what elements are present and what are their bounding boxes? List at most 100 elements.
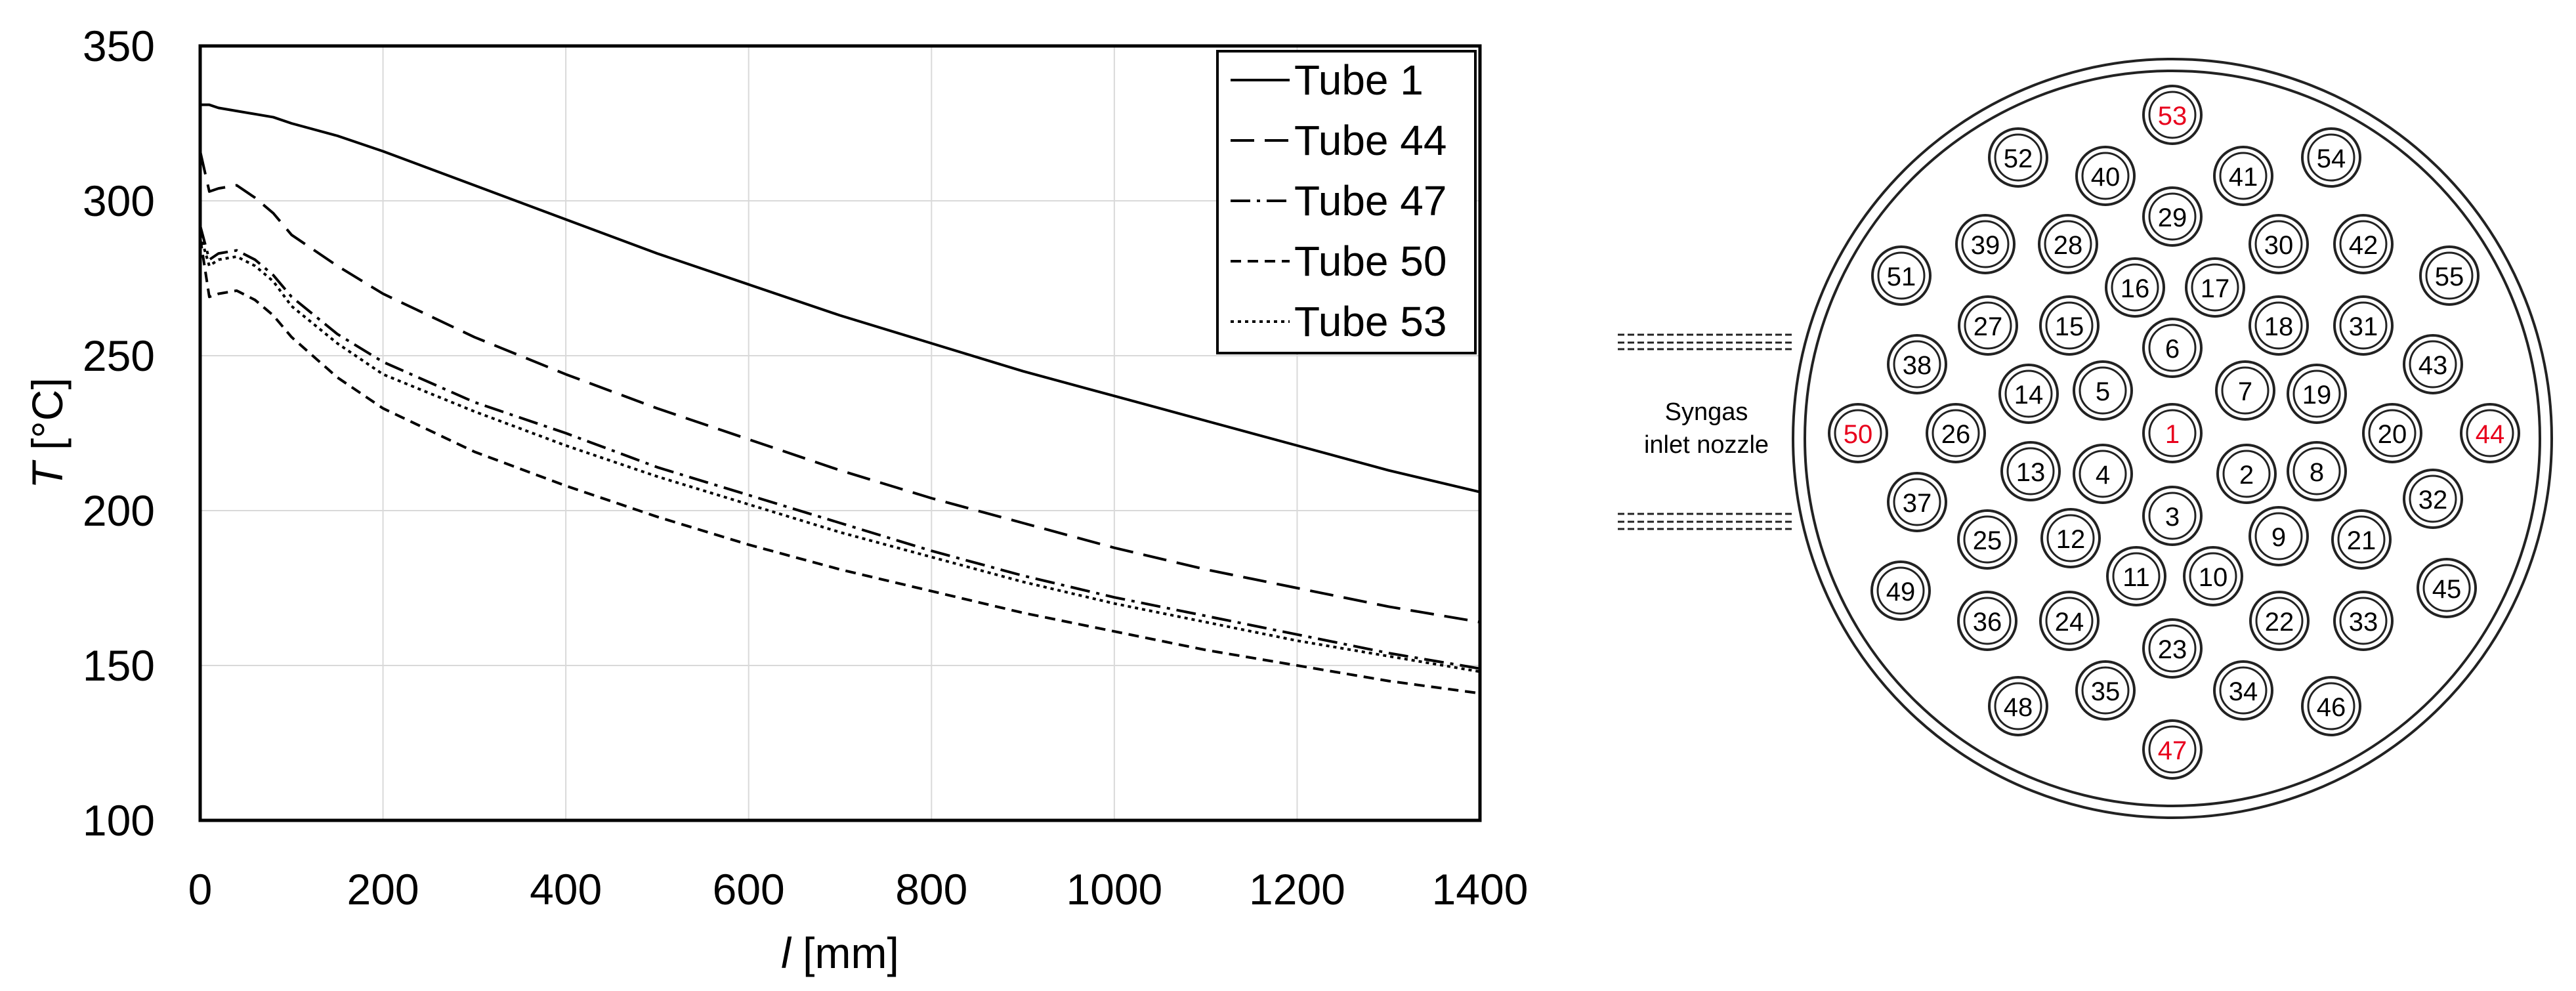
tube-18: 18 — [2249, 295, 2309, 356]
tube-outer-ring — [2000, 441, 2061, 501]
tube-inner-ring — [2292, 369, 2341, 418]
tube-inner-ring — [2425, 251, 2474, 300]
tube-number: 28 — [2054, 231, 2083, 260]
tube-outer-ring — [2301, 676, 2361, 736]
tube-inner-ring — [2081, 152, 2130, 200]
tube-outer-ring — [2142, 85, 2203, 145]
y-tick-label: 100 — [83, 796, 155, 845]
tube-outer-ring — [2333, 295, 2394, 356]
legend-label: Tube 1 — [1294, 56, 1424, 104]
tube-outer-ring — [2249, 591, 2310, 651]
tube-outer-ring — [2213, 146, 2273, 206]
tube-number: 22 — [2265, 608, 2294, 637]
tube-51: 51 — [1871, 245, 1932, 306]
x-tick-label: 0 — [188, 865, 213, 914]
tube-outer-ring — [2142, 719, 2203, 780]
tube-outer-ring — [1926, 403, 1986, 463]
y-axis-title: T [°C] — [23, 377, 72, 488]
tube-20: 20 — [2362, 403, 2422, 463]
tube-inner-ring — [2045, 301, 2094, 350]
tube-number: 1 — [2165, 420, 2180, 449]
tube-26: 26 — [1926, 403, 1986, 463]
tube-inner-ring — [2148, 725, 2197, 774]
tube-22: 22 — [2249, 591, 2310, 651]
tube-32: 32 — [2403, 469, 2463, 529]
tube-number: 27 — [1974, 312, 2003, 341]
legend-box — [1216, 50, 1477, 354]
tube-number: 32 — [2418, 486, 2448, 515]
tube-outer-ring — [2073, 444, 2133, 504]
tube-27: 27 — [1958, 295, 2018, 356]
tube-inner-ring — [1963, 515, 2012, 564]
tube-number: 50 — [1844, 420, 1873, 449]
tube-number: 9 — [2271, 523, 2286, 552]
tube-outer-ring — [2460, 403, 2520, 463]
tube-21: 21 — [2331, 509, 2392, 570]
tube-inner-ring — [1994, 682, 2042, 730]
tube-number: 19 — [2302, 381, 2332, 410]
x-tick-label: 800 — [895, 865, 967, 914]
tube-number: 18 — [2264, 312, 2294, 341]
tube-3: 3 — [2142, 486, 2203, 546]
tube-47: 47 — [2142, 719, 2203, 780]
plot-frame — [198, 44, 1482, 822]
tube-number: 7 — [2238, 377, 2252, 406]
tube-inner-ring — [2339, 220, 2388, 268]
tube-number: 35 — [2091, 677, 2121, 706]
tube-inner-ring — [1893, 340, 1941, 389]
tube-number: 30 — [2264, 231, 2294, 260]
tube-outer-ring — [2301, 127, 2361, 188]
tube-inner-ring — [2189, 552, 2237, 601]
tube-number: 51 — [1887, 263, 1916, 291]
y-tick-label: 250 — [83, 331, 155, 380]
tube-52: 52 — [1988, 127, 2048, 188]
tube-16: 16 — [2105, 257, 2165, 318]
tube-40: 40 — [2075, 146, 2136, 206]
tube-44: 44 — [2460, 403, 2520, 463]
tube-inner-ring — [2307, 133, 2355, 182]
tube-outer-ring — [1988, 676, 2048, 736]
legend-label: Tube 53 — [1294, 298, 1446, 345]
tube-30: 30 — [2249, 214, 2309, 274]
tube-inner-ring — [2255, 597, 2304, 645]
series-line-tube-1 — [200, 103, 1481, 494]
tube-outer-ring — [2249, 506, 2309, 566]
tube-number: 53 — [2158, 102, 2187, 131]
tube-outer-ring — [1887, 472, 1947, 532]
tube-inner-ring — [2079, 450, 2127, 498]
tube-inner-ring — [2006, 447, 2055, 496]
tube-1: 1 — [2142, 403, 2203, 463]
tube-inner-ring — [2307, 682, 2355, 730]
legend-label: Tube 44 — [1294, 117, 1446, 164]
tube-outer-ring — [2040, 508, 2101, 568]
tube-outer-ring — [2075, 660, 2136, 721]
tube-number: 8 — [2310, 458, 2324, 487]
tube-48: 48 — [1988, 676, 2048, 736]
tube-outer-ring — [1955, 214, 2016, 274]
tube-4: 4 — [2073, 444, 2133, 504]
tube-55: 55 — [2419, 245, 2480, 306]
tube-outer-ring — [1988, 127, 2048, 188]
tube-outer-ring — [2142, 486, 2203, 546]
tube-inner-ring — [2148, 324, 2197, 372]
tube-outer-ring — [1887, 334, 1947, 394]
tube-50: 50 — [1828, 403, 1888, 463]
tube-inner-ring — [2422, 564, 2471, 612]
series-line-tube-44 — [199, 151, 1481, 623]
tube-inner-ring — [1961, 220, 2010, 268]
y-tick-label: 150 — [83, 641, 155, 690]
tube-15: 15 — [2039, 295, 2100, 356]
tube-8: 8 — [2287, 441, 2347, 501]
tube-outer-ring — [2333, 591, 2394, 651]
tube-outer-ring — [2106, 546, 2166, 606]
tube-inner-ring — [2219, 152, 2268, 200]
tube-13: 13 — [2000, 441, 2061, 501]
x-tick-labels: 0 200 400 600 800 1000 1200 1400 — [188, 865, 1529, 914]
tube-outer-ring — [2142, 318, 2203, 378]
tube-11: 11 — [2106, 546, 2166, 606]
tube-outer-ring — [1828, 403, 1888, 463]
tube-12: 12 — [2040, 508, 2101, 568]
tube-2: 2 — [2216, 444, 2277, 504]
tube-outer-ring — [2039, 591, 2100, 651]
